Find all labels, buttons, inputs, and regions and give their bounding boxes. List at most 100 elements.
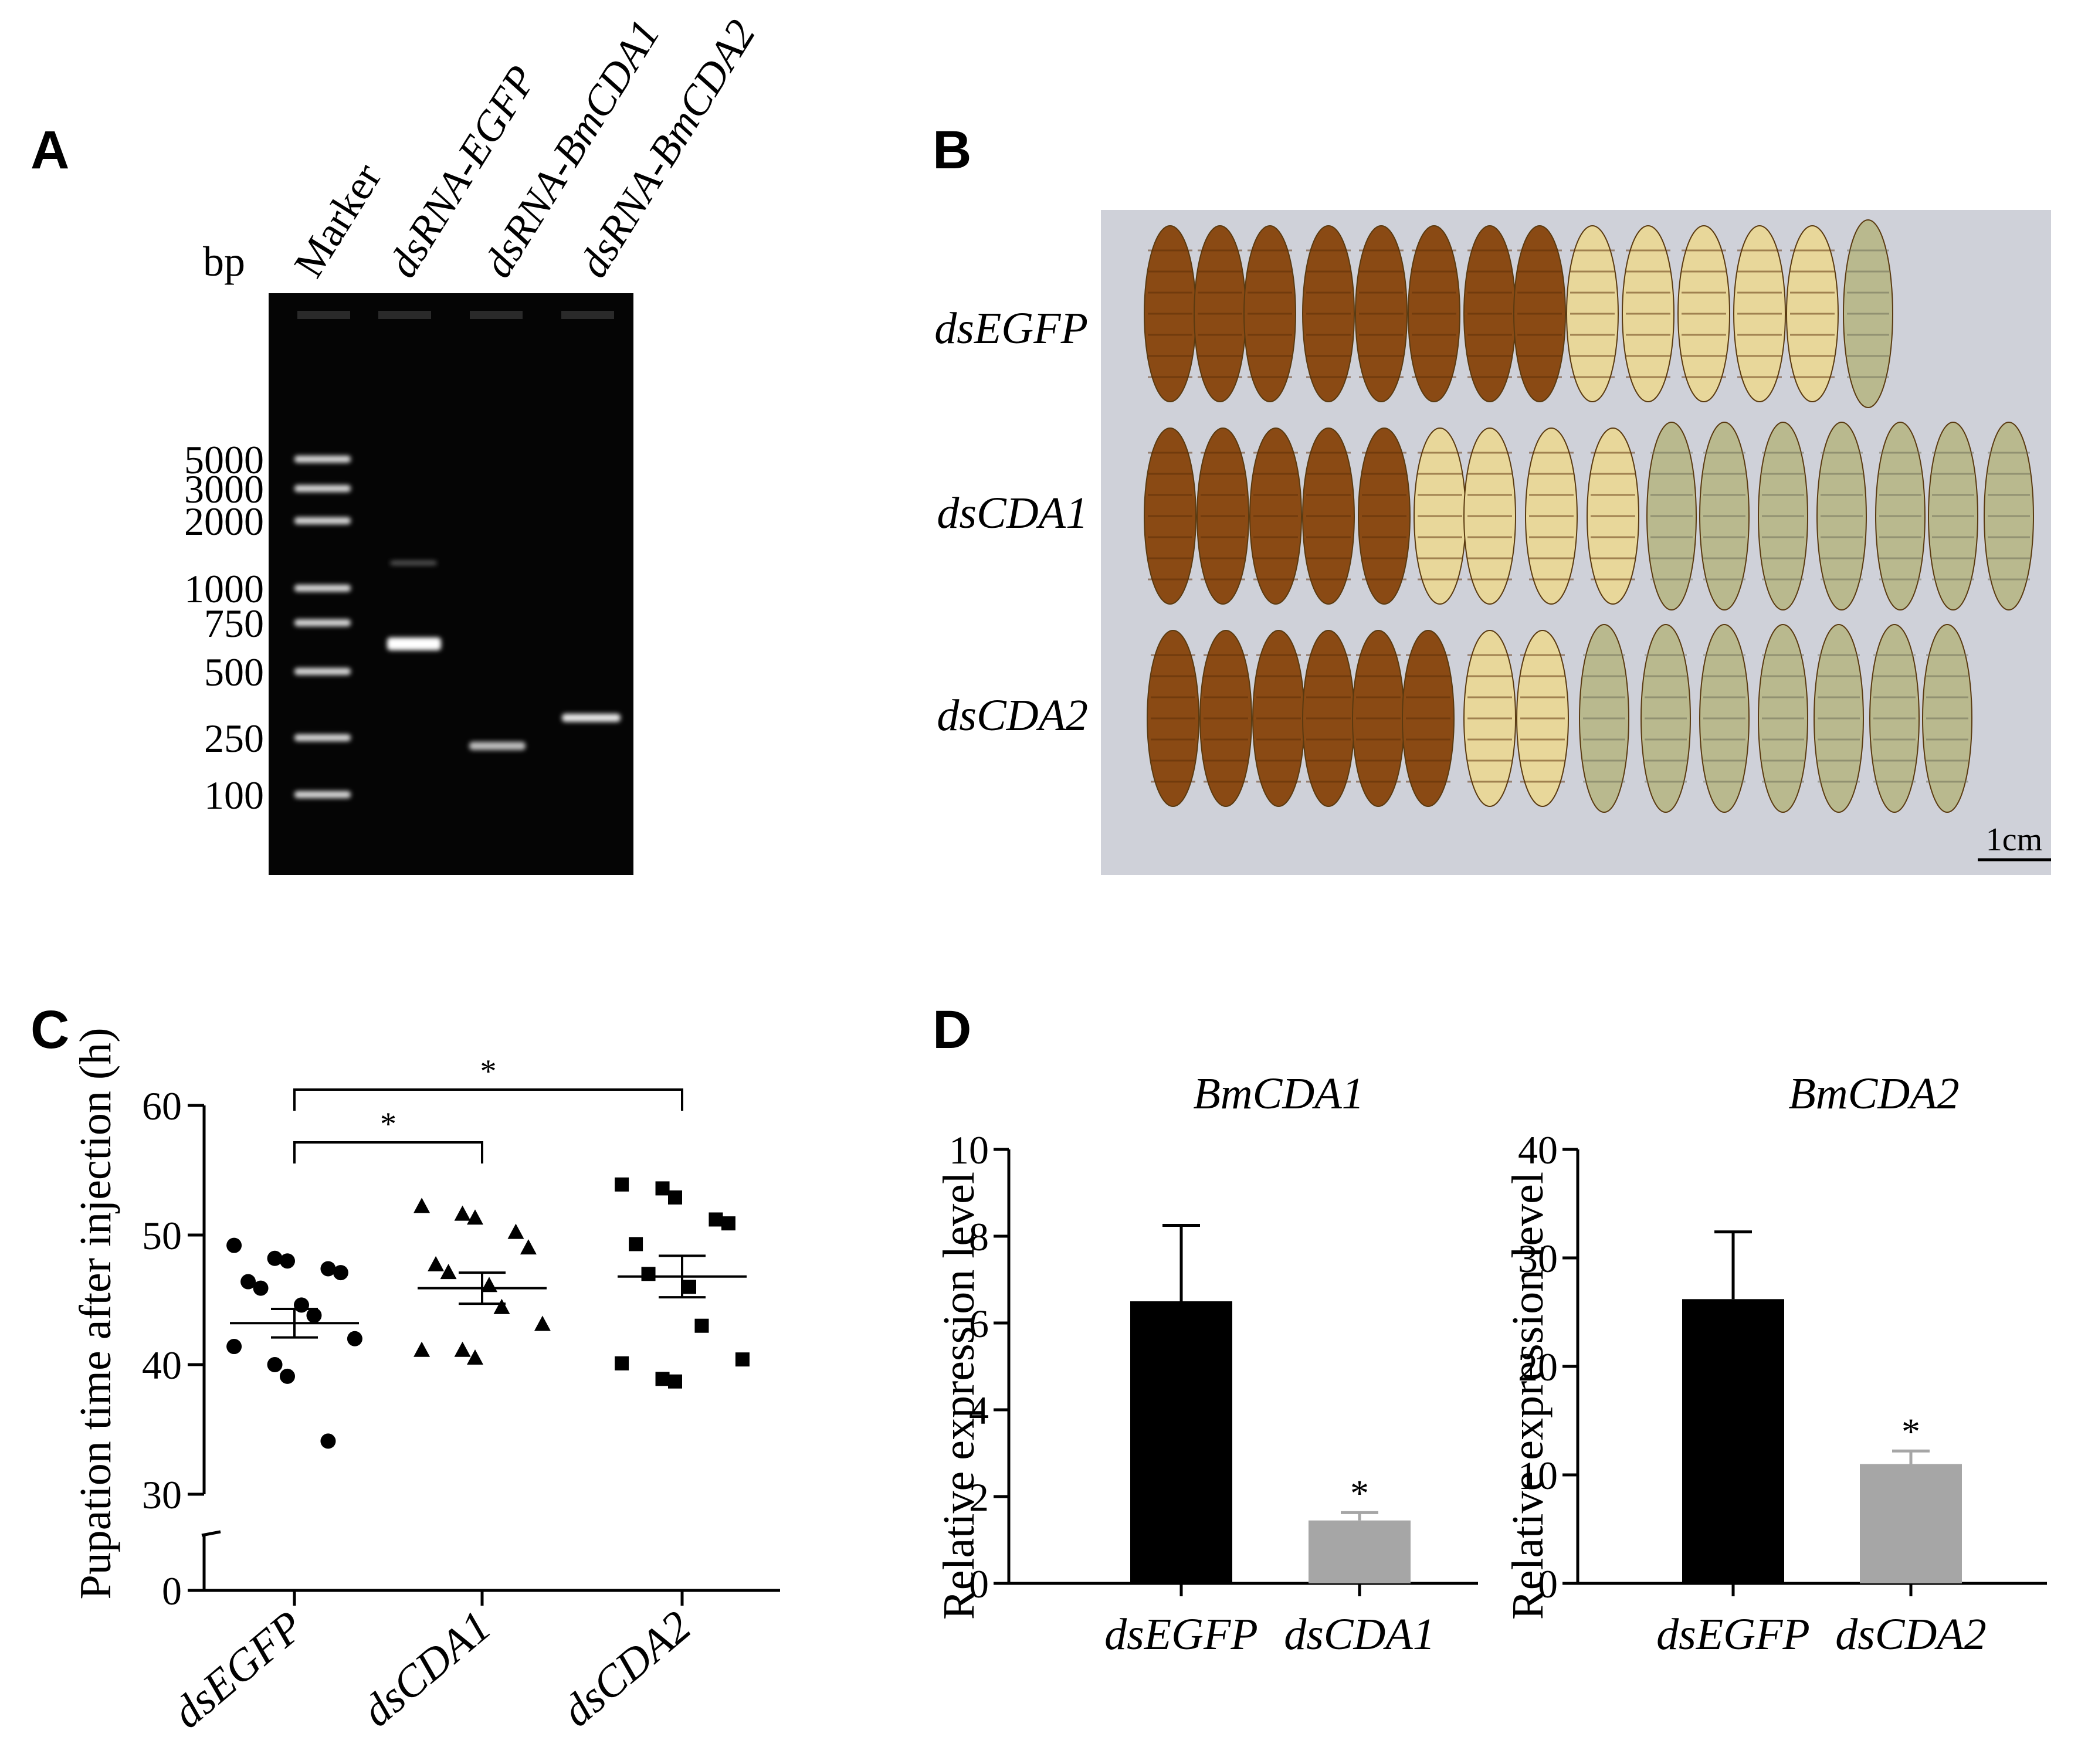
gel-ladder-band bbox=[294, 668, 351, 675]
chart-c-point bbox=[428, 1256, 445, 1271]
chart-c-significance-label: * bbox=[480, 1053, 497, 1090]
chart-d1-x-tick-label: dsEGFP bbox=[1104, 1610, 1258, 1659]
chart-c-point bbox=[320, 1261, 336, 1277]
chart-d1-y-axis-label: Relative expression level bbox=[934, 1172, 984, 1620]
photo-row-label-dscda1: dsCDA1 bbox=[937, 489, 1088, 538]
chart-d1-y-tick-label: 4 bbox=[969, 1388, 989, 1433]
gel-well bbox=[378, 311, 431, 319]
photo-row-label-dscda2: dsCDA2 bbox=[937, 691, 1088, 740]
chart-c-significance-bracket bbox=[293, 1141, 483, 1163]
chart-c-y-tick-label: 30 bbox=[142, 1473, 182, 1517]
chart-c-y-tick-label: 40 bbox=[142, 1343, 182, 1388]
chart-c-point bbox=[655, 1372, 670, 1386]
chart-d1-y-tick-label: 6 bbox=[969, 1301, 989, 1346]
chart-c-y-axis-label: Pupation time after injection (h) bbox=[71, 1027, 120, 1599]
gel-ladder-band bbox=[294, 734, 351, 741]
gel-image bbox=[269, 293, 633, 875]
gel-ladder-size-label: 750 bbox=[204, 601, 264, 646]
chart-c-point bbox=[440, 1264, 457, 1280]
gel-well bbox=[297, 311, 350, 319]
gel-sample-band bbox=[469, 742, 526, 750]
chart-d2-y-tick-label: 30 bbox=[1518, 1236, 1558, 1281]
gel-ladder-size-label: 1000 bbox=[184, 566, 264, 611]
chart-c-point bbox=[694, 1318, 709, 1333]
chart-d2-title: BmCDA2 bbox=[1788, 1069, 1959, 1118]
gel-ladder-size-label: 2000 bbox=[184, 499, 264, 544]
chart-d1-y-tick-label: 0 bbox=[969, 1562, 989, 1606]
panel-letter-c: C bbox=[30, 1000, 70, 1060]
chart-c-point bbox=[668, 1190, 682, 1205]
chart-d1-x-tick-label: dsCDA1 bbox=[1284, 1610, 1435, 1659]
chart-d2-y-tick-label: 20 bbox=[1518, 1345, 1558, 1389]
chart-d2-x-tick-label: dsEGFP bbox=[1656, 1610, 1810, 1659]
chart-c-point bbox=[520, 1239, 537, 1255]
chart-c-point bbox=[615, 1177, 629, 1192]
chart-d2-y-tick-label: 0 bbox=[1538, 1562, 1558, 1606]
chart-c-point bbox=[240, 1274, 256, 1290]
chart-d2-x-tick-label: dsCDA2 bbox=[1835, 1610, 1987, 1659]
chart-c-point bbox=[709, 1212, 723, 1227]
gel-ladder-band bbox=[294, 585, 351, 592]
chart-c-point bbox=[507, 1223, 524, 1239]
chart-c-y-tick-label: 0 bbox=[162, 1569, 182, 1613]
panel-letter-d: D bbox=[933, 1000, 972, 1060]
chart-c-point bbox=[226, 1237, 242, 1253]
chart-c-y-tick-label: 50 bbox=[142, 1213, 182, 1258]
gel-ladder-size-label: 250 bbox=[204, 716, 264, 761]
chart-c-point bbox=[682, 1280, 696, 1294]
chart-c-significance-label: * bbox=[380, 1106, 396, 1142]
gel-ladder-band bbox=[294, 456, 351, 463]
chart-c-point bbox=[735, 1352, 750, 1367]
gel-sample-band bbox=[562, 714, 621, 722]
chart-c-point bbox=[655, 1181, 670, 1196]
gel-ladder-band bbox=[294, 619, 351, 626]
chart-c-point bbox=[668, 1374, 682, 1389]
chart-c-point bbox=[493, 1298, 510, 1314]
gel-ladder-size-label: 500 bbox=[204, 650, 264, 694]
chart-c-y-tick-label: 60 bbox=[142, 1084, 182, 1128]
chart-d2-significance-label: * bbox=[1901, 1410, 1920, 1452]
chart-c-point bbox=[267, 1250, 283, 1266]
chart-d1-significance-label: * bbox=[1350, 1472, 1369, 1514]
gel-well bbox=[561, 311, 614, 319]
gel-sample-band bbox=[390, 561, 437, 565]
chart-c-point bbox=[333, 1265, 348, 1281]
panel-letter-a: A bbox=[30, 120, 70, 180]
chart-c-point bbox=[267, 1357, 283, 1372]
chart-d1-y-tick-label: 10 bbox=[949, 1128, 989, 1172]
chart-c-point bbox=[306, 1308, 322, 1324]
gel-ladder-band bbox=[294, 485, 351, 492]
scale-bar-label: 1cm bbox=[1986, 822, 2042, 858]
chart-c-point bbox=[467, 1349, 483, 1365]
gel-ladder-band bbox=[294, 791, 351, 798]
chart-c-point bbox=[253, 1280, 269, 1296]
chart-c-point bbox=[226, 1339, 242, 1355]
chart-c-point bbox=[629, 1237, 643, 1251]
chart-c-point bbox=[615, 1356, 629, 1371]
chart-c-point bbox=[320, 1433, 336, 1449]
chart-d2-bar bbox=[1682, 1299, 1784, 1583]
chart-d2-y-axis-label: Relative expression level bbox=[1503, 1172, 1553, 1620]
chart-c-point bbox=[413, 1341, 431, 1357]
chart-d1-bar bbox=[1309, 1520, 1411, 1583]
chart-c-point bbox=[280, 1253, 295, 1269]
chart-c-point bbox=[413, 1198, 431, 1213]
gel-ladder-size-label: 5000 bbox=[184, 437, 264, 482]
chart-d1-y-tick-label: 2 bbox=[969, 1475, 989, 1519]
panel-letter-b: B bbox=[933, 120, 972, 180]
chart-d1-bar bbox=[1130, 1301, 1232, 1583]
chart-c-significance-bracket bbox=[293, 1088, 683, 1111]
gel-ladder-size-label: 3000 bbox=[184, 467, 264, 511]
chart-d1-title: BmCDA1 bbox=[1193, 1069, 1364, 1118]
gel-ladder-size-label: 100 bbox=[204, 773, 264, 817]
gel-unit-label: bp bbox=[203, 238, 245, 285]
chart-c-point bbox=[721, 1216, 735, 1231]
chart-d1-y-tick-label: 8 bbox=[969, 1215, 989, 1259]
chart-c-point bbox=[534, 1315, 551, 1331]
chart-c-axis-break bbox=[201, 1530, 221, 1537]
gel-ladder-band bbox=[294, 517, 351, 524]
